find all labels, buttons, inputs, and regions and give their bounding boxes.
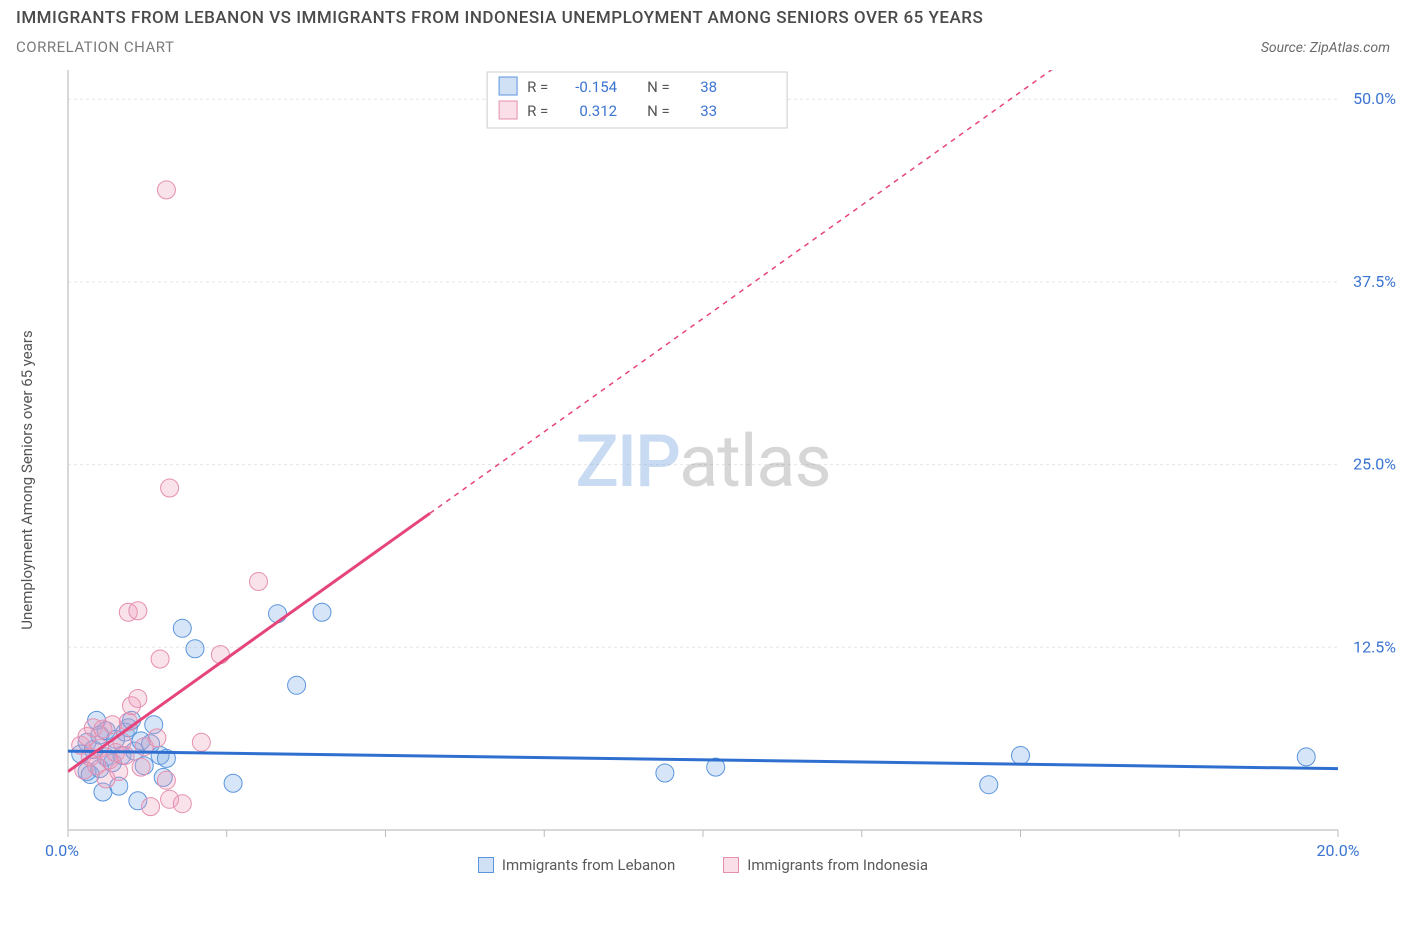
data-point-lebanon: [1012, 746, 1030, 764]
chart-subtitle: CORRELATION CHART: [16, 38, 174, 56]
legend-swatch: [499, 77, 517, 95]
data-point-indonesia: [103, 716, 121, 734]
legend-item: Immigrants from Indonesia: [723, 856, 928, 874]
stat-r-value: -0.154: [575, 78, 617, 96]
data-point-indonesia: [129, 602, 147, 620]
data-point-indonesia: [161, 479, 179, 497]
chart-area: 0.0%20.0%12.5%25.0%37.5%50.0%Unemploymen…: [0, 60, 1406, 880]
data-point-indonesia: [148, 729, 166, 747]
legend-swatch: [723, 857, 739, 873]
data-point-indonesia: [173, 795, 191, 813]
data-point-lebanon: [186, 640, 204, 658]
stat-n-value: 38: [700, 78, 717, 96]
stat-n-value: 33: [700, 102, 717, 120]
data-point-indonesia: [129, 689, 147, 707]
data-point-indonesia: [250, 573, 268, 591]
data-point-lebanon: [269, 605, 287, 623]
stat-n-label: N =: [647, 102, 670, 120]
data-point-indonesia: [132, 758, 150, 776]
stat-r-label: R =: [527, 78, 548, 96]
y-axis-title: Unemployment Among Seniors over 65 years: [18, 330, 36, 629]
source-label: Source: ZipAtlas.com: [1261, 40, 1390, 56]
data-point-indonesia: [116, 746, 134, 764]
data-point-indonesia: [211, 646, 229, 664]
regression-line-lebanon: [68, 751, 1338, 769]
data-point-lebanon: [1297, 748, 1315, 766]
stat-n-label: N =: [647, 78, 670, 96]
legend-label: Immigrants from Lebanon: [502, 856, 675, 874]
y-tick-label: 25.0%: [1353, 455, 1396, 474]
stat-r-label: R =: [527, 102, 548, 120]
data-point-lebanon: [980, 776, 998, 794]
legend-label: Immigrants from Indonesia: [747, 856, 928, 874]
legend-item: Immigrants from Lebanon: [478, 856, 675, 874]
data-point-lebanon: [224, 774, 242, 792]
legend-swatch: [499, 101, 517, 119]
y-tick-label: 50.0%: [1353, 89, 1396, 108]
scatter-chart-svg: 0.0%20.0%12.5%25.0%37.5%50.0%Unemploymen…: [0, 60, 1406, 880]
data-point-indonesia: [151, 650, 169, 668]
data-point-lebanon: [313, 603, 331, 621]
regression-line-indonesia: [68, 513, 430, 771]
chart-title: IMMIGRANTS FROM LEBANON VS IMMIGRANTS FR…: [16, 8, 1390, 28]
data-point-indonesia: [142, 798, 160, 816]
y-tick-label: 37.5%: [1353, 272, 1396, 291]
data-point-indonesia: [157, 181, 175, 199]
data-point-indonesia: [157, 771, 175, 789]
stat-r-value: 0.312: [579, 102, 617, 120]
data-point-lebanon: [173, 619, 191, 637]
y-tick-label: 12.5%: [1353, 637, 1396, 656]
data-point-indonesia: [110, 763, 128, 781]
legend-swatch: [478, 857, 494, 873]
data-point-lebanon: [288, 676, 306, 694]
bottom-legend: Immigrants from Lebanon Immigrants from I…: [0, 856, 1406, 880]
data-point-lebanon: [656, 764, 674, 782]
data-point-indonesia: [192, 733, 210, 751]
